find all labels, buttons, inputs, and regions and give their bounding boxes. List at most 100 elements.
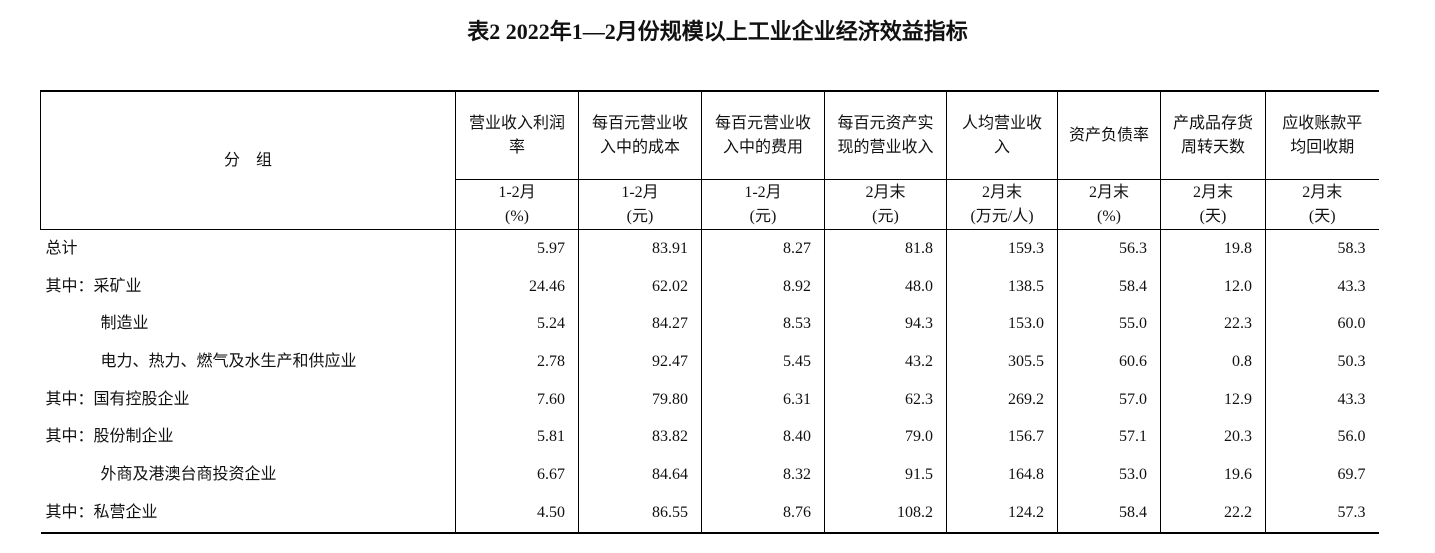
data-row: 总计 5.97 83.91 8.27 81.8 159.3 56.3 19.8 58.3 (41, 229, 1379, 268)
cell-value: 12.0 (1160, 267, 1266, 306)
cell-value: 79.80 (578, 380, 702, 419)
cell-value: 22.2 (1160, 493, 1266, 533)
row-label: 制造业 (100, 315, 149, 333)
column-header: 应收账款平均回收期 (1265, 91, 1379, 180)
cell-value: 58.3 (1265, 229, 1379, 268)
cell-value: 92.47 (578, 343, 702, 381)
cell-value: 153.0 (946, 305, 1058, 344)
cell-value: 2.78 (455, 343, 579, 381)
cell-value: 57.3 (1265, 493, 1379, 533)
cell-value: 5.97 (455, 229, 579, 268)
column-unit-text: (天) (1199, 207, 1227, 225)
table-title: 表2 2022年1—2月份规模以上工业企业经济效益指标 (467, 19, 968, 44)
cell-value: 69.7 (1265, 456, 1379, 494)
cell-value: 19.6 (1160, 456, 1266, 494)
cell-value: 43.2 (824, 343, 947, 381)
cell-value: 19.8 (1160, 229, 1266, 268)
cell-value: 55.0 (1057, 305, 1161, 344)
column-header: 营业收入利润率 (455, 91, 579, 180)
column-unit: 2月末 (元) (824, 179, 947, 230)
cell-value: 4.50 (455, 493, 579, 533)
cell-value: 43.3 (1265, 380, 1379, 419)
row-label: 其中：国有控股企业 (45, 390, 190, 408)
column-header: 产成品存货周转天数 (1160, 91, 1266, 180)
column-unit: 1-2月 (%) (455, 179, 579, 230)
column-unit-text: (元) (872, 207, 899, 225)
data-row: 其中：股份制企业 5.81 83.82 8.40 79.0 156.7 57.1 20.3 56… (41, 418, 1379, 457)
column-unit: 2月末 (万元/人) (946, 179, 1058, 230)
group-header: 分 组 (40, 91, 456, 230)
column-header: 每百元营业收入中的成本 (578, 91, 702, 180)
row-label: 其中：私营企业 (45, 503, 158, 521)
column-unit-text: (%) (1097, 207, 1121, 225)
cell-value: 269.2 (946, 380, 1058, 419)
column-period: 1-2月 (498, 183, 536, 201)
cell-value: 57.0 (1057, 380, 1161, 419)
cell-value: 12.9 (1160, 380, 1266, 419)
cell-value: 56.3 (1057, 229, 1161, 268)
row-label: 电力、热力、燃气及水生产和供应业 (100, 352, 357, 370)
cell-value: 5.45 (701, 343, 825, 381)
cell-value: 156.7 (946, 418, 1058, 457)
column-unit: 2月末 (天) (1265, 179, 1379, 230)
column-header: 人均营业收入 (946, 91, 1058, 180)
column-period: 1-2月 (621, 183, 659, 201)
row-label: 其中：采矿业 (45, 277, 142, 295)
data-row: 其中：国有控股企业 7.60 79.80 6.31 62.3 269.2 57.0 12.9 4… (41, 380, 1379, 419)
column-unit-text: (万元/人) (970, 207, 1034, 225)
cell-value: 8.92 (701, 267, 825, 306)
cell-value: 56.0 (1265, 418, 1379, 457)
column-unit: 2月末 (天) (1160, 179, 1266, 230)
column-header: 每百元资产实现的营业收入 (824, 91, 947, 180)
cell-value: 6.31 (701, 380, 825, 419)
column-header: 每百元营业收入中的费用 (701, 91, 825, 180)
cell-value: 8.27 (701, 229, 825, 268)
cell-value: 91.5 (824, 456, 947, 494)
data-row: 其中：采矿业 24.46 62.02 8.92 48.0 138.5 58.4 12.0 43.… (41, 267, 1379, 306)
row-label: 总计 (45, 239, 78, 257)
column-unit: 2月末 (%) (1057, 179, 1161, 230)
cell-value: 20.3 (1160, 418, 1266, 457)
data-table: 分 组营业收入利润率 每百元营业收入中的成本 每百元营业收入中的费用 每百元资产实现的… (40, 90, 1379, 534)
cell-value: 50.3 (1265, 343, 1379, 381)
column-unit: 1-2月 (元) (701, 179, 825, 230)
column-unit-text: (元) (749, 207, 777, 225)
cell-value: 8.53 (701, 305, 825, 344)
cell-value: 108.2 (824, 493, 947, 533)
column-header: 资产负债率 (1057, 91, 1161, 180)
data-row: 其中：私营企业 4.50 86.55 8.76 108.2 124.2 58.4 22.2 57… (41, 493, 1379, 533)
row-label: 外商及港澳台商投资企业 (100, 465, 277, 483)
cell-value: 53.0 (1057, 456, 1161, 494)
cell-value: 24.46 (455, 267, 579, 306)
cell-value: 124.2 (946, 493, 1058, 533)
cell-value: 84.64 (578, 456, 702, 494)
column-period: 2月末 (1192, 183, 1233, 201)
unit-row: 1-2月 (%) 1-2月 (元) 1-2月 (元) 2月末 (元) 2月末 (万元/人) 2月末 (… (41, 179, 1379, 230)
cell-value: 5.24 (455, 305, 579, 344)
data-row: 外商及港澳台商投资企业 6.67 84.64 8.32 91.5 164.8 53.0 19.… (41, 456, 1379, 494)
column-unit-text: (元) (626, 207, 654, 225)
column-period: 2月末 (981, 183, 1022, 201)
row-label: 其中：股份制企业 (45, 428, 174, 446)
header-row: 分 组营业收入利润率 每百元营业收入中的成本 每百元营业收入中的费用 每百元资产实现的… (40, 91, 1379, 230)
cell-value: 8.32 (701, 456, 825, 494)
cell-value: 60.6 (1057, 343, 1161, 381)
cell-value: 84.27 (578, 305, 702, 344)
cell-value: 43.3 (1265, 267, 1379, 306)
cell-value: 138.5 (946, 267, 1058, 306)
cell-value: 159.3 (946, 229, 1058, 268)
data-row: 制造业 5.24 84.27 8.53 94.3 153.0 55.0 22.3 60.0 (41, 305, 1379, 344)
cell-value: 60.0 (1265, 305, 1379, 344)
cell-value: 94.3 (824, 305, 947, 344)
cell-value: 79.0 (824, 418, 947, 457)
data-row: 电力、热力、燃气及水生产和供应业 2.78 92.47 5.45 43.2 305.5 60… (41, 343, 1379, 381)
column-unit-text: (天) (1308, 207, 1336, 225)
cell-value: 0.8 (1160, 343, 1266, 381)
cell-value: 58.4 (1057, 493, 1161, 533)
table-body: 总计 5.97 83.91 8.27 81.8 159.3 56.3 19.8 58.3 其中：采… (41, 229, 1379, 533)
cell-value: 83.91 (578, 229, 702, 268)
table-head: 分 组营业收入利润率 每百元营业收入中的成本 每百元营业收入中的费用 每百元资产实现的… (40, 91, 1379, 230)
cell-value: 81.8 (824, 229, 947, 268)
cell-value: 86.55 (578, 493, 702, 533)
